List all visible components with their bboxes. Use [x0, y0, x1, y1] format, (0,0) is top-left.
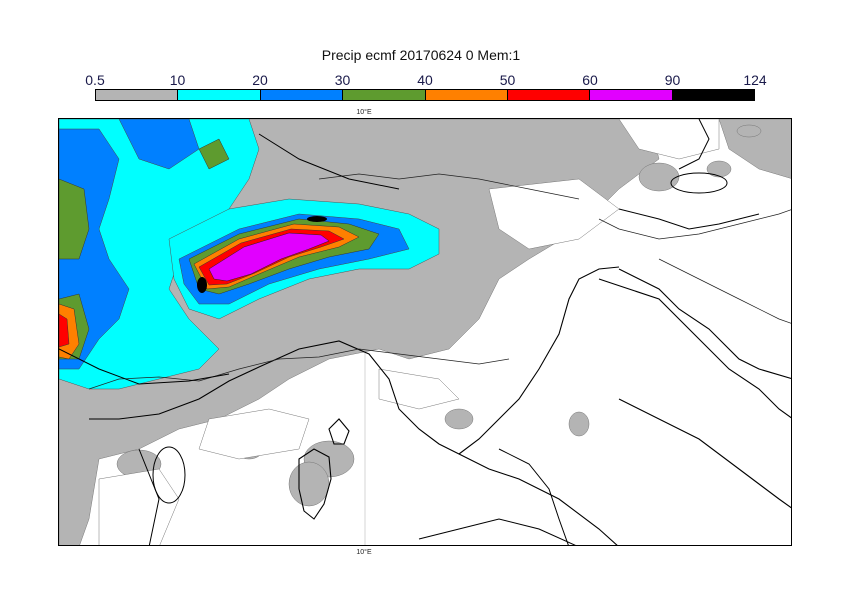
legend-swatch-7	[672, 90, 754, 100]
legend-swatch-4	[425, 90, 508, 100]
legend-swatch-1	[178, 90, 261, 100]
legend-labels: 0.5 10 20 30 40 50 60 90 124	[0, 72, 842, 88]
legend-swatch-2	[260, 90, 344, 100]
color-legend-bar	[95, 89, 755, 101]
precip-band-60-90	[208, 232, 330, 282]
map-svg	[59, 119, 791, 545]
legend-swatch-5	[507, 90, 591, 100]
coastlines	[89, 266, 791, 545]
legend-level-8: 124	[743, 72, 767, 88]
legend-swatch-6	[590, 90, 673, 100]
legend-level-2: 20	[252, 72, 268, 88]
pressure-isolines	[59, 119, 760, 545]
meridian-label-top: 10°E	[356, 109, 372, 116]
precipitation-map	[58, 118, 792, 546]
dry-areas	[98, 119, 720, 545]
legend-level-4: 40	[417, 72, 433, 88]
chart-title: Precip ecmf 20170624 0 Mem:1	[321, 47, 521, 63]
legend-level-1: 10	[169, 72, 186, 88]
meridian-label-bottom: 10°E	[356, 549, 372, 556]
legend-level-7: 90	[664, 72, 681, 88]
legend-swatch-3	[343, 90, 426, 100]
legend-level-0: 0.5	[85, 72, 105, 88]
legend-level-6: 60	[582, 72, 598, 88]
legend-level-3: 30	[334, 72, 351, 88]
precip-band-90-124	[197, 216, 327, 293]
legend-swatch-0	[96, 90, 179, 100]
legend-level-5: 50	[499, 72, 516, 88]
country-borders	[88, 173, 791, 390]
